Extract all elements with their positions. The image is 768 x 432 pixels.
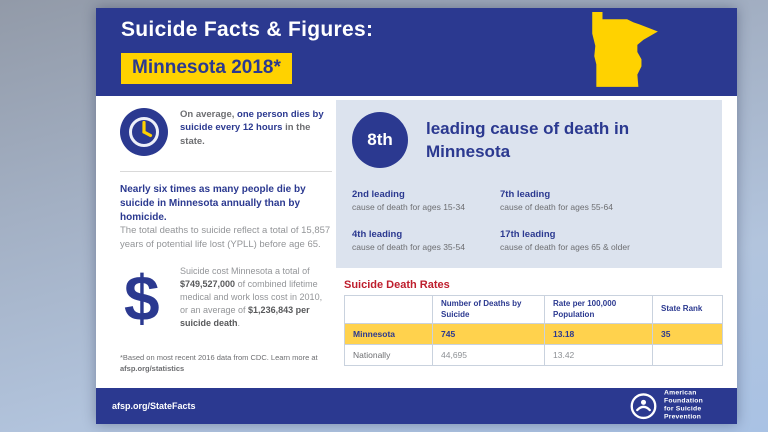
col-header-empty (344, 295, 433, 324)
cause-rank: 17th leading (500, 229, 556, 240)
rank-heading: leading cause of death in Minnesota (426, 119, 630, 161)
factsheet-card: Suicide Facts & Figures: Minnesota 2018*… (96, 8, 737, 424)
cost-p1: Suicide cost Minnesota a total of (180, 266, 310, 276)
cause-item-7th: 7th leading cause of death for ages 55-6… (500, 189, 640, 213)
cause-detail: cause of death for ages 35-54 (352, 242, 465, 252)
cost-average: $1,236,843 per suicide death (180, 305, 310, 329)
footer-link[interactable]: afsp.org/StateFacts (112, 401, 196, 411)
row-label: Minnesota (344, 323, 433, 345)
clock-fact-tail: in the state. (180, 122, 311, 147)
afsp-logo-text: American Foundation for Suicide Preventi… (664, 390, 703, 423)
col-header-rate: Rate per 100,000 Population (544, 295, 653, 324)
cause-item-4th: 4th leading cause of death for ages 35-5… (352, 229, 492, 253)
homicide-fact-text: Nearly six times as many people die by s… (120, 184, 306, 223)
cause-rank: 4th leading (352, 229, 403, 240)
cell-deaths: 745 (432, 323, 545, 345)
header-band: Suicide Facts & Figures: Minnesota 2018* (96, 8, 737, 96)
rates-title: Suicide Death Rates (344, 279, 450, 291)
page-title: Suicide Facts & Figures: (121, 18, 374, 41)
page-subtitle: Minnesota 2018* (121, 53, 292, 84)
footnote-link[interactable]: afsp.org/statistics (120, 363, 185, 373)
cause-detail: cause of death for ages 15-34 (352, 202, 465, 212)
col-header-deaths: Number of Deaths by Suicide (432, 295, 545, 324)
row-label: Nationally (344, 344, 433, 366)
afsp-logo-icon (630, 393, 657, 419)
cause-item-2nd: 2nd leading cause of death for ages 15-3… (352, 189, 492, 213)
cell-rate: 13.18 (544, 323, 653, 345)
cell-deaths: 44,695 (432, 344, 545, 366)
footnote-text: *Based on most recent 2016 data from CDC… (120, 353, 356, 374)
table-header-row: Number of Deaths by Suicide Rate per 100… (344, 295, 723, 324)
clock-fact-lead: On average, (180, 109, 238, 120)
dollar-icon: $ (124, 262, 160, 334)
cell-rank (652, 344, 723, 366)
rank-badge: 8th (352, 112, 408, 168)
footnote-body: *Based on most recent 2016 data from CDC… (120, 353, 318, 362)
afsp-logo: American Foundation for Suicide Preventi… (630, 390, 703, 423)
table-row-minnesota: Minnesota 745 13.18 35 (344, 323, 723, 345)
cell-rank: 35 (652, 323, 723, 345)
clock-fact-highlight: one person dies by suicide every 12 hour… (180, 109, 324, 134)
logo-line: Foundation (664, 397, 703, 405)
ypll-fact-text: The total deaths to suicide reflect a to… (120, 225, 331, 250)
footer-band: afsp.org/StateFacts American Foundation … (96, 388, 737, 424)
logo-line: Prevention (664, 414, 702, 422)
rates-table: Number of Deaths by Suicide Rate per 100… (344, 295, 723, 366)
cause-item-17th: 17th leading cause of death for ages 65 … (500, 229, 640, 253)
cost-total: $749,527,000 (180, 279, 236, 290)
cause-detail: cause of death for ages 65 & older (500, 242, 630, 252)
clock-icon (120, 108, 168, 156)
cause-detail: cause of death for ages 55-64 (500, 202, 613, 212)
col-header-rank: State Rank (652, 295, 723, 324)
clock-fact-text: On average, one person dies by suicide e… (180, 108, 334, 148)
cost-p5: . (237, 318, 241, 329)
table-row-nationally: Nationally 44,695 13.42 (344, 344, 723, 366)
cell-rate: 13.42 (544, 344, 653, 366)
cause-rank: 7th leading (500, 189, 551, 200)
cost-fact-text: Suicide cost Minnesota a total of $749,5… (180, 265, 332, 330)
cost-p3: of combined lifetime medical and work lo… (180, 279, 323, 316)
cause-rank: 2nd leading (352, 189, 405, 200)
logo-line: American (664, 389, 697, 397)
logo-line: for Suicide (664, 406, 702, 413)
divider (120, 171, 332, 172)
minnesota-state-icon (592, 12, 658, 87)
